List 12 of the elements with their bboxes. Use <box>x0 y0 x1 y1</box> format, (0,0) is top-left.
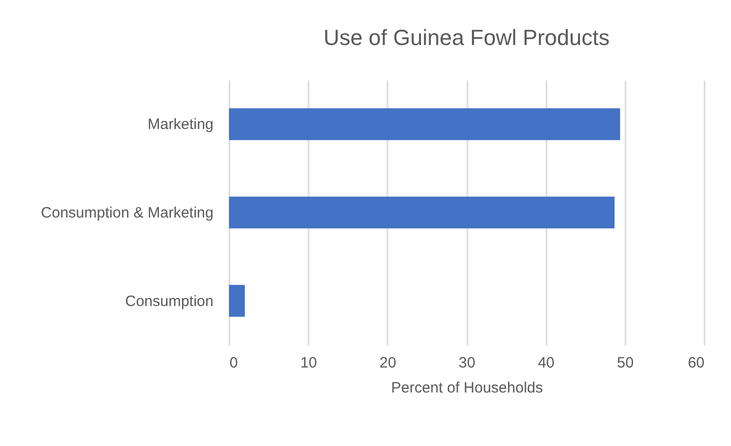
y-tick-label: Consumption & Marketing <box>40 204 214 222</box>
chart-title: Use of Guinea Fowl Products <box>323 25 610 50</box>
x-tick-label: 60 <box>688 354 704 372</box>
x-tick-label: 10 <box>300 354 318 372</box>
x-tick-label: 0 <box>230 354 238 372</box>
x-axis-title: Percent of Households <box>391 380 543 396</box>
x-tick-label: 20 <box>379 354 396 372</box>
y-tick-label: Marketing <box>148 116 214 134</box>
x-tick-label: 40 <box>538 354 555 372</box>
x-tick-label: 30 <box>458 354 476 372</box>
y-tick-label: Consumption <box>125 292 214 310</box>
x-tick-label: 50 <box>616 354 634 372</box>
